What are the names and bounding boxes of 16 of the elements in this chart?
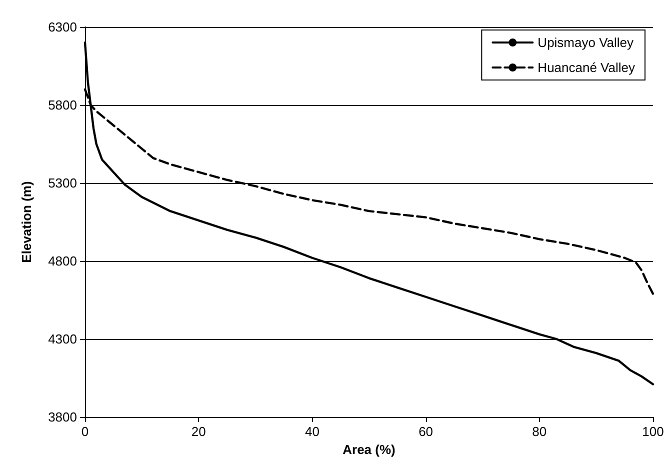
y-tick-label: 4300	[48, 332, 77, 346]
legend-label: Upismayo Valley	[538, 35, 634, 50]
y-tick-label: 4800	[48, 254, 77, 268]
y-tick-label: 6300	[48, 20, 77, 34]
x-tick-label: 40	[304, 424, 320, 439]
legend-label: Huancané Valley	[538, 60, 636, 75]
y-axis-title: Elevation (m)	[19, 181, 34, 263]
x-tick-label: 0	[81, 424, 89, 439]
x-tick-label: 80	[532, 424, 547, 439]
x-tick-label: 100	[642, 424, 664, 439]
x-axis-title: Area (%)	[342, 442, 396, 457]
x-tick-label: 60	[418, 424, 434, 439]
x-tick-label: 20	[191, 424, 206, 439]
y-tick-label: 3800	[48, 410, 77, 424]
y-tick-label: 5800	[48, 98, 77, 112]
y-tick-label: 5300	[48, 176, 77, 190]
